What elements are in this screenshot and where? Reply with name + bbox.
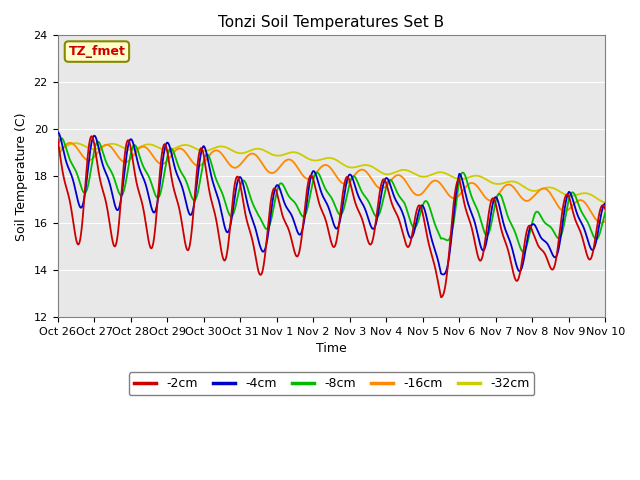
Title: Tonzi Soil Temperatures Set B: Tonzi Soil Temperatures Set B bbox=[218, 15, 445, 30]
Legend: -2cm, -4cm, -8cm, -16cm, -32cm: -2cm, -4cm, -8cm, -16cm, -32cm bbox=[129, 372, 534, 396]
Y-axis label: Soil Temperature (C): Soil Temperature (C) bbox=[15, 112, 28, 240]
Text: TZ_fmet: TZ_fmet bbox=[68, 45, 125, 58]
X-axis label: Time: Time bbox=[316, 342, 347, 356]
